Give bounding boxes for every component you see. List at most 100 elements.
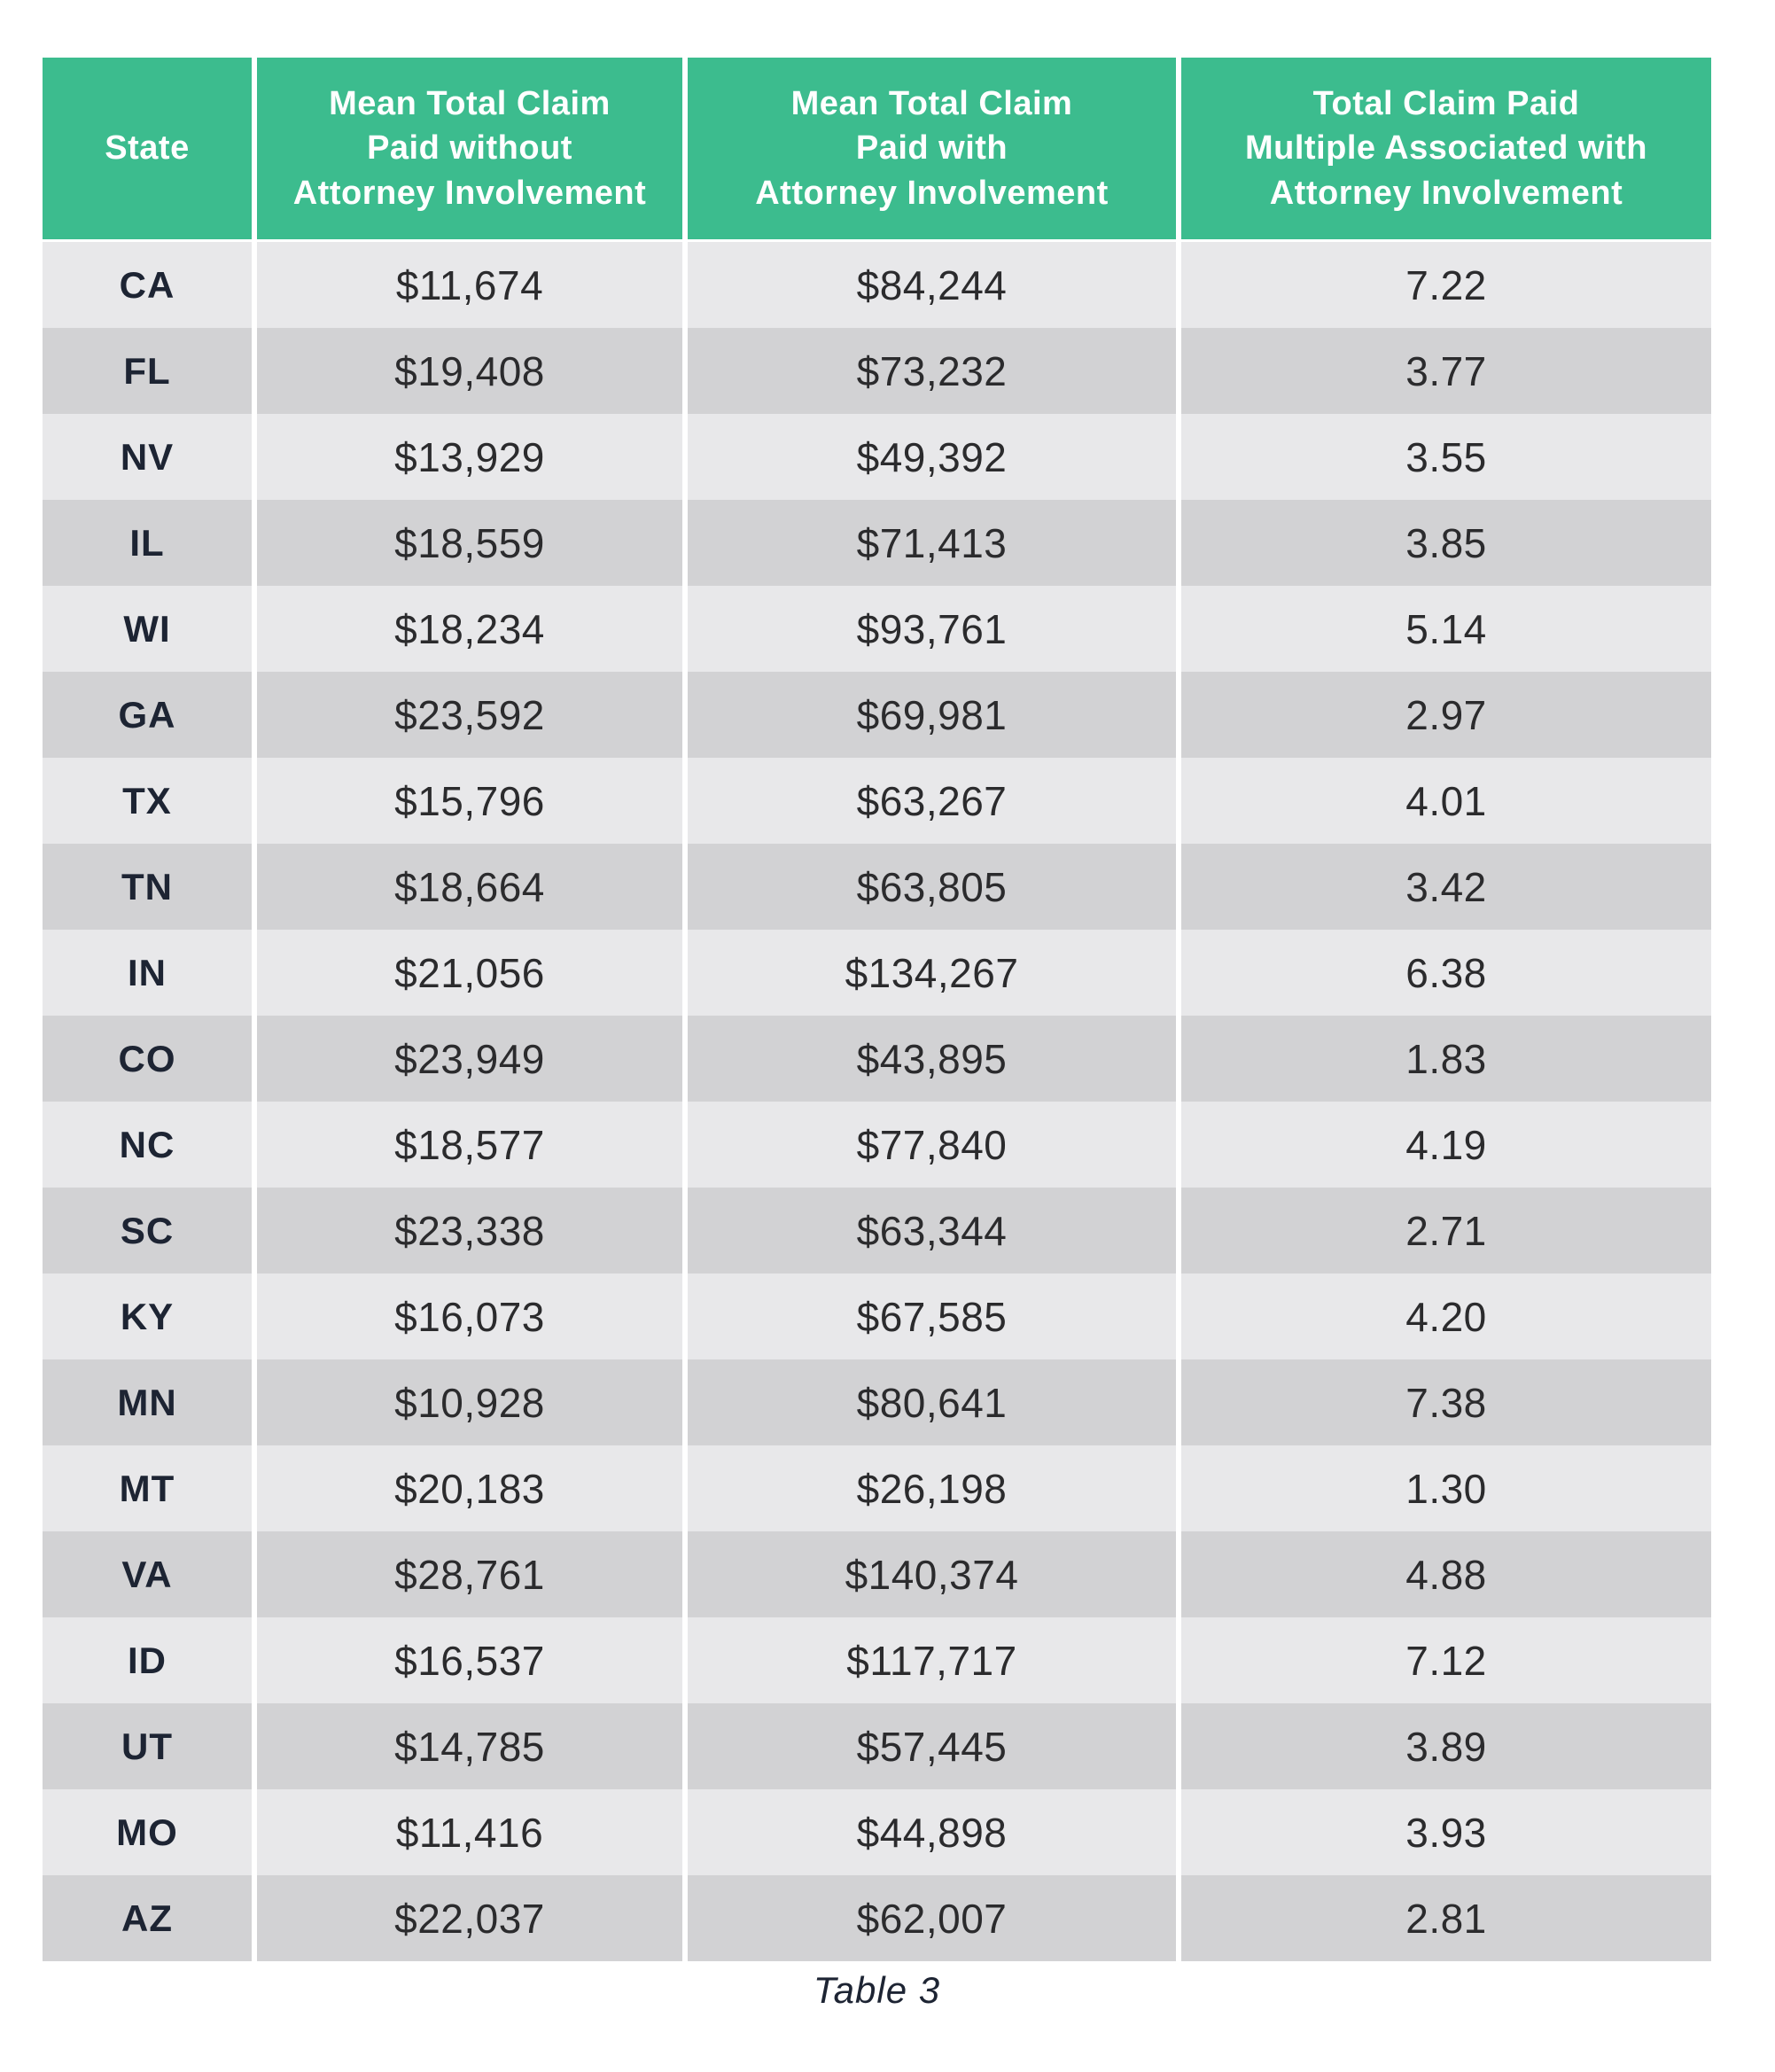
cell-multiple: 4.01	[1176, 758, 1711, 844]
cell-without-attorney: $14,785	[252, 1703, 685, 1789]
cell-multiple: 2.97	[1176, 672, 1711, 758]
cell-state: AZ	[43, 1875, 254, 1961]
table-caption: Table 3	[813, 1969, 941, 2011]
table-row: MN $10,928 $80,641 7.38	[43, 1359, 1711, 1445]
cell-multiple: 4.20	[1176, 1274, 1711, 1359]
cell-with-attorney: $63,267	[682, 758, 1179, 844]
cell-state: NV	[43, 414, 254, 500]
cell-with-attorney: $44,898	[682, 1789, 1179, 1875]
cell-state: TN	[43, 844, 254, 930]
cell-without-attorney: $10,928	[252, 1359, 685, 1445]
cell-without-attorney: $18,559	[252, 500, 685, 586]
cell-with-attorney: $63,805	[682, 844, 1179, 930]
cell-multiple: 1.30	[1176, 1445, 1711, 1531]
cell-with-attorney: $71,413	[682, 500, 1179, 586]
cell-without-attorney: $18,577	[252, 1102, 685, 1188]
cell-without-attorney: $22,037	[252, 1875, 685, 1961]
cell-without-attorney: $18,664	[252, 844, 685, 930]
cell-state: GA	[43, 672, 254, 758]
cell-with-attorney: $93,761	[682, 586, 1179, 672]
cell-state: TX	[43, 758, 254, 844]
cell-multiple: 4.88	[1176, 1531, 1711, 1617]
table-row: AZ $22,037 $62,007 2.81	[43, 1875, 1711, 1961]
table-row: CO $23,949 $43,895 1.83	[43, 1016, 1711, 1102]
cell-with-attorney: $117,717	[682, 1617, 1179, 1703]
table-row: SC $23,338 $63,344 2.71	[43, 1188, 1711, 1274]
cell-with-attorney: $77,840	[682, 1102, 1179, 1188]
table-row: CA $11,674 $84,244 7.22	[43, 240, 1711, 328]
table-row: IN $21,056 $134,267 6.38	[43, 930, 1711, 1016]
cell-without-attorney: $28,761	[252, 1531, 685, 1617]
cell-multiple: 5.14	[1176, 586, 1711, 672]
table-row: TN $18,664 $63,805 3.42	[43, 844, 1711, 930]
cell-state: CA	[43, 240, 254, 328]
cell-state: FL	[43, 328, 254, 414]
cell-without-attorney: $16,537	[252, 1617, 685, 1703]
cell-without-attorney: $23,338	[252, 1188, 685, 1274]
table-row: KY $16,073 $67,585 4.20	[43, 1274, 1711, 1359]
table-row: WI $18,234 $93,761 5.14	[43, 586, 1711, 672]
table-row: IL $18,559 $71,413 3.85	[43, 500, 1711, 586]
table-row: FL $19,408 $73,232 3.77	[43, 328, 1711, 414]
cell-without-attorney: $16,073	[252, 1274, 685, 1359]
cell-with-attorney: $49,392	[682, 414, 1179, 500]
table-row: MT $20,183 $26,198 1.30	[43, 1445, 1711, 1531]
cell-with-attorney: $73,232	[682, 328, 1179, 414]
claims-table: State Mean Total Claim Paid without Atto…	[43, 58, 1711, 1961]
cell-multiple: 6.38	[1176, 930, 1711, 1016]
cell-state: CO	[43, 1016, 254, 1102]
cell-multiple: 3.93	[1176, 1789, 1711, 1875]
cell-state: KY	[43, 1274, 254, 1359]
cell-multiple: 3.89	[1176, 1703, 1711, 1789]
cell-multiple: 1.83	[1176, 1016, 1711, 1102]
cell-without-attorney: $19,408	[252, 328, 685, 414]
cell-with-attorney: $84,244	[682, 240, 1179, 328]
header-row: State Mean Total Claim Paid without Atto…	[43, 58, 1711, 242]
cell-multiple: 3.85	[1176, 500, 1711, 586]
cell-without-attorney: $23,592	[252, 672, 685, 758]
cell-state: MN	[43, 1359, 254, 1445]
cell-state: MO	[43, 1789, 254, 1875]
table-row: MO $11,416 $44,898 3.93	[43, 1789, 1711, 1875]
cell-with-attorney: $67,585	[682, 1274, 1179, 1359]
cell-state: IL	[43, 500, 254, 586]
table-body: CA $11,674 $84,244 7.22 FL $19,408 $73,232 3.77…	[43, 240, 1711, 1961]
cell-with-attorney: $140,374	[682, 1531, 1179, 1617]
cell-state: SC	[43, 1188, 254, 1274]
cell-multiple: 3.77	[1176, 328, 1711, 414]
table-row: TX $15,796 $63,267 4.01	[43, 758, 1711, 844]
cell-without-attorney: $13,929	[252, 414, 685, 500]
table-row: VA $28,761 $140,374 4.88	[43, 1531, 1711, 1617]
cell-with-attorney: $69,981	[682, 672, 1179, 758]
table-row: UT $14,785 $57,445 3.89	[43, 1703, 1711, 1789]
cell-without-attorney: $11,674	[252, 240, 685, 328]
cell-without-attorney: $23,949	[252, 1016, 685, 1102]
cell-state: ID	[43, 1617, 254, 1703]
header-mean-with-attorney: Mean Total Claim Paid with Attorney Invo…	[682, 58, 1179, 242]
cell-without-attorney: $15,796	[252, 758, 685, 844]
cell-with-attorney: $57,445	[682, 1703, 1179, 1789]
cell-without-attorney: $11,416	[252, 1789, 685, 1875]
cell-with-attorney: $43,895	[682, 1016, 1179, 1102]
cell-state: WI	[43, 586, 254, 672]
cell-multiple: 3.42	[1176, 844, 1711, 930]
cell-multiple: 7.22	[1176, 240, 1711, 328]
cell-with-attorney: $63,344	[682, 1188, 1179, 1274]
cell-state: NC	[43, 1102, 254, 1188]
cell-multiple: 2.71	[1176, 1188, 1711, 1274]
cell-multiple: 2.81	[1176, 1875, 1711, 1961]
header-multiple: Total Claim Paid Multiple Associated wit…	[1176, 58, 1711, 242]
cell-multiple: 3.55	[1176, 414, 1711, 500]
table-row: GA $23,592 $69,981 2.97	[43, 672, 1711, 758]
cell-with-attorney: $80,641	[682, 1359, 1179, 1445]
table-row: NC $18,577 $77,840 4.19	[43, 1102, 1711, 1188]
cell-without-attorney: $20,183	[252, 1445, 685, 1531]
header-mean-without-attorney: Mean Total Claim Paid without Attorney I…	[252, 58, 685, 242]
cell-multiple: 7.12	[1176, 1617, 1711, 1703]
cell-without-attorney: $21,056	[252, 930, 685, 1016]
cell-state: VA	[43, 1531, 254, 1617]
cell-multiple: 4.19	[1176, 1102, 1711, 1188]
cell-without-attorney: $18,234	[252, 586, 685, 672]
cell-with-attorney: $62,007	[682, 1875, 1179, 1961]
cell-multiple: 7.38	[1176, 1359, 1711, 1445]
